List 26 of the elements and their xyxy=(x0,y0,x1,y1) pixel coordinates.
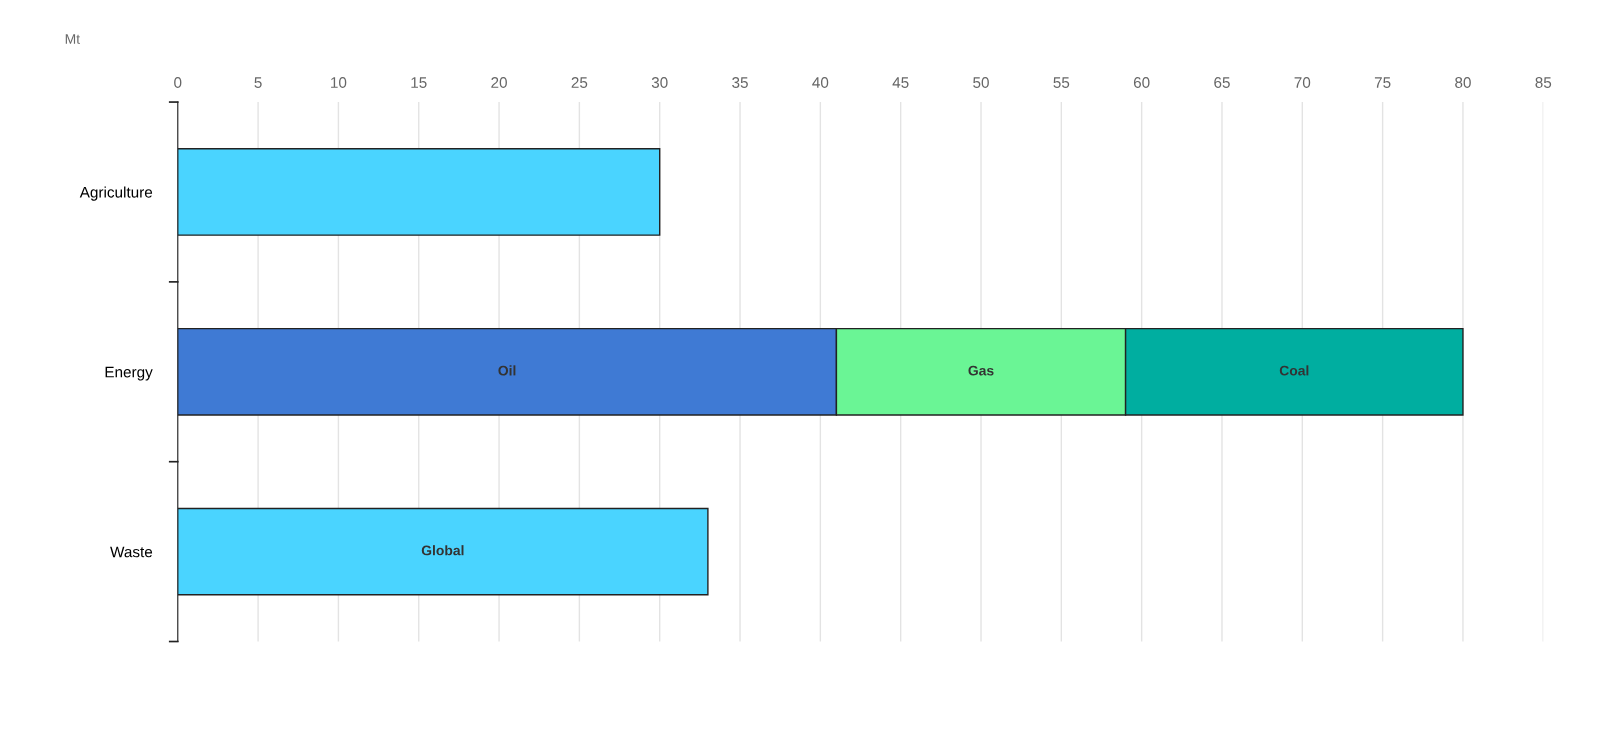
x-tick-label: 40 xyxy=(812,77,829,88)
x-tick-label: 15 xyxy=(411,77,427,88)
x-tick-label: 35 xyxy=(732,77,748,88)
series-label: Oil xyxy=(498,365,516,376)
x-tick-label: 50 xyxy=(973,77,989,88)
x-tick-label: 80 xyxy=(1455,77,1471,88)
x-tick-label: 30 xyxy=(651,77,668,88)
x-tick-label: 10 xyxy=(331,77,347,88)
series-label: Coal xyxy=(1279,365,1309,376)
series-label: Global xyxy=(421,545,464,556)
y-tick-label: Waste xyxy=(110,546,153,558)
x-tick-label: 55 xyxy=(1053,77,1070,88)
x-axis-title: Mt xyxy=(65,34,80,44)
x-tick-label: 70 xyxy=(1294,77,1311,88)
x-tick-label: 65 xyxy=(1214,77,1230,88)
x-tick-label: 60 xyxy=(1133,77,1150,88)
x-tick-label: 20 xyxy=(491,77,507,88)
y-tick-label: Energy xyxy=(105,366,153,381)
x-tick-label: 0 xyxy=(174,77,182,88)
y-tick-label: Agriculture xyxy=(79,186,153,201)
x-tick-label: 85 xyxy=(1535,77,1552,88)
series-label: Gas xyxy=(968,365,994,376)
x-tick-label: 45 xyxy=(892,77,909,88)
x-tick-label: 5 xyxy=(254,77,262,88)
x-tick-label: 75 xyxy=(1374,77,1391,88)
x-tick-label: 25 xyxy=(571,77,588,88)
